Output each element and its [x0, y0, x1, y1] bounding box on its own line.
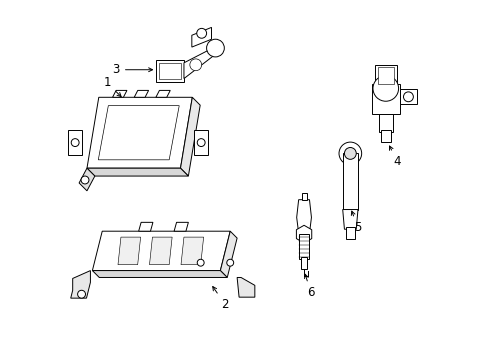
Bar — [159, 63, 181, 78]
Bar — [342, 153, 357, 210]
Circle shape — [206, 39, 224, 57]
Bar — [378, 114, 392, 132]
Polygon shape — [191, 27, 211, 47]
Polygon shape — [118, 237, 141, 265]
Circle shape — [197, 259, 203, 266]
Polygon shape — [296, 200, 311, 229]
Circle shape — [344, 148, 356, 159]
Bar — [298, 234, 309, 259]
Polygon shape — [156, 90, 170, 97]
Bar — [301, 257, 306, 269]
Bar — [371, 85, 399, 114]
Polygon shape — [399, 89, 416, 104]
Circle shape — [78, 290, 85, 298]
Polygon shape — [92, 271, 227, 278]
Polygon shape — [134, 90, 148, 97]
Circle shape — [196, 28, 206, 38]
Polygon shape — [71, 271, 90, 298]
Circle shape — [189, 59, 201, 71]
Polygon shape — [98, 106, 179, 160]
Text: 5: 5 — [350, 211, 361, 234]
Text: 6: 6 — [304, 274, 314, 299]
Text: 2: 2 — [212, 287, 228, 311]
Circle shape — [81, 176, 89, 184]
Text: 4: 4 — [389, 146, 401, 168]
Bar — [377, 67, 393, 85]
Circle shape — [226, 259, 233, 266]
Bar — [380, 130, 390, 141]
Polygon shape — [296, 225, 311, 243]
Polygon shape — [79, 168, 95, 191]
Circle shape — [338, 142, 361, 165]
Circle shape — [372, 76, 398, 101]
Polygon shape — [92, 231, 230, 271]
Polygon shape — [237, 278, 254, 297]
Polygon shape — [112, 90, 127, 97]
Text: 1: 1 — [103, 76, 121, 96]
Bar — [345, 227, 354, 239]
Polygon shape — [180, 97, 200, 176]
Polygon shape — [87, 97, 192, 168]
Polygon shape — [174, 222, 188, 231]
Text: 3: 3 — [112, 63, 152, 76]
Polygon shape — [156, 60, 183, 82]
Bar — [301, 193, 306, 200]
Polygon shape — [220, 231, 237, 278]
Polygon shape — [183, 45, 218, 78]
Polygon shape — [149, 237, 172, 265]
Circle shape — [403, 92, 412, 102]
Circle shape — [71, 139, 79, 147]
Polygon shape — [68, 130, 82, 156]
Polygon shape — [139, 222, 153, 231]
Polygon shape — [194, 130, 208, 156]
Polygon shape — [342, 210, 357, 229]
Polygon shape — [181, 237, 203, 265]
Circle shape — [197, 139, 204, 147]
Polygon shape — [374, 65, 396, 89]
Polygon shape — [87, 168, 188, 176]
